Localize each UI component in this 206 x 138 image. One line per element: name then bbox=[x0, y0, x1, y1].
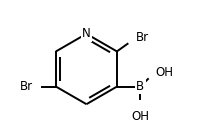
Text: OH: OH bbox=[131, 110, 149, 123]
Text: N: N bbox=[82, 27, 91, 40]
Text: B: B bbox=[136, 80, 144, 93]
Text: OH: OH bbox=[156, 66, 174, 79]
Text: Br: Br bbox=[19, 80, 33, 93]
Text: Br: Br bbox=[136, 31, 149, 44]
